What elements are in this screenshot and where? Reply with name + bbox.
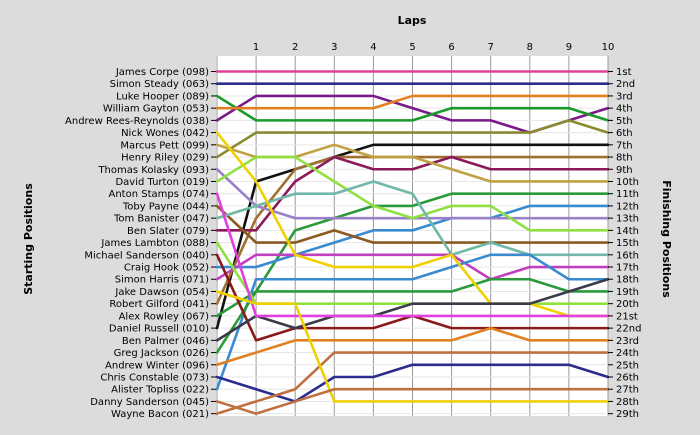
lap-tick-label: 6 bbox=[448, 42, 454, 53]
starting-position-label: David Turton (019) bbox=[115, 177, 209, 188]
finishing-position-label: 2nd bbox=[616, 79, 635, 90]
ticks: 1 2 3 4 5 6 7 8 9 10 James Corpe (098)Simon Steady… bbox=[65, 42, 641, 420]
starting-position-label: Daniel Russell (010) bbox=[109, 324, 209, 335]
finishing-position-label: 7th bbox=[616, 140, 633, 151]
finishing-position-label: 19th bbox=[616, 287, 639, 298]
starting-position-label: Henry Riley (029) bbox=[121, 153, 209, 164]
lap-tick-label: 3 bbox=[331, 42, 337, 53]
finishing-position-label: 15th bbox=[616, 238, 639, 249]
starting-position-label: Alister Topliss (022) bbox=[111, 385, 209, 396]
driver-line bbox=[215, 277, 610, 342]
driver-line bbox=[215, 204, 610, 244]
finishing-position-label: 13th bbox=[616, 214, 639, 225]
starting-position-label: Marcus Pett (099) bbox=[120, 140, 209, 151]
starting-position-label: Greg Jackson (026) bbox=[114, 348, 210, 359]
starting-position-label: Thomas Kolasky (093) bbox=[97, 165, 209, 176]
lap-tick-label: 4 bbox=[370, 42, 376, 53]
starting-position-label: Wayne Bacon (021) bbox=[111, 409, 209, 420]
driver-line bbox=[215, 180, 610, 257]
driver-line bbox=[215, 204, 610, 269]
starting-position-label: Andrew Rees-Reynolds (038) bbox=[65, 116, 209, 127]
right-axis-label: Finishing Positions bbox=[660, 180, 673, 298]
finishing-position-label: 22nd bbox=[616, 324, 641, 335]
starting-position-label: Luke Hooper (089) bbox=[116, 91, 209, 102]
driver-line bbox=[215, 290, 610, 403]
driver-line bbox=[215, 253, 610, 281]
driver-line bbox=[215, 277, 610, 354]
starting-position-label: Michael Sanderson (040) bbox=[84, 250, 209, 261]
finishing-position-label: 14th bbox=[616, 226, 639, 237]
series-layer bbox=[215, 70, 610, 415]
driver-line bbox=[215, 94, 610, 110]
starting-position-label: James Lambton (088) bbox=[100, 238, 209, 249]
starting-position-label: Ben Slater (079) bbox=[127, 226, 209, 237]
finishing-position-label: 29th bbox=[616, 409, 639, 420]
finishing-position-label: 8th bbox=[616, 153, 633, 164]
starting-position-label: William Gayton (053) bbox=[103, 104, 209, 115]
starting-position-label: Ben Palmer (046) bbox=[122, 336, 209, 347]
starting-position-label: Simon Steady (063) bbox=[110, 79, 209, 90]
finishing-position-label: 6th bbox=[616, 128, 633, 139]
finishing-position-label: 9th bbox=[616, 165, 633, 176]
driver-line bbox=[215, 119, 610, 159]
lap-tick-label: 7 bbox=[488, 42, 494, 53]
finishing-position-label: 17th bbox=[616, 263, 639, 274]
lap-tick-label: 2 bbox=[292, 42, 298, 53]
finishing-position-label: 25th bbox=[616, 360, 639, 371]
driver-line bbox=[215, 326, 610, 367]
finishing-position-label: 5th bbox=[616, 116, 633, 127]
driver-line bbox=[215, 351, 610, 415]
finishing-position-label: 24th bbox=[616, 348, 639, 359]
driver-line bbox=[215, 131, 610, 318]
finishing-position-label: 26th bbox=[616, 373, 639, 384]
lap-tick-label: 8 bbox=[527, 42, 533, 53]
starting-position-label: Craig Hook (052) bbox=[124, 263, 209, 274]
finishing-position-label: 1st bbox=[616, 67, 632, 78]
starting-position-label: Simon Harris (071) bbox=[115, 275, 209, 286]
finishing-position-label: 21st bbox=[616, 311, 638, 322]
starting-position-label: Tom Banister (047) bbox=[113, 214, 209, 225]
finishing-position-label: 3rd bbox=[616, 91, 633, 102]
left-axis-label: Starting Positions bbox=[22, 183, 35, 295]
driver-line bbox=[215, 192, 610, 318]
starting-position-label: Anton Stamps (074) bbox=[109, 189, 210, 200]
finishing-position-label: 27th bbox=[616, 385, 639, 396]
lap-tick-label: 1 bbox=[253, 42, 259, 53]
finishing-position-label: 10th bbox=[616, 177, 639, 188]
starting-position-label: Robert Gilford (041) bbox=[109, 299, 209, 310]
starting-position-label: Jake Dawson (054) bbox=[114, 287, 209, 298]
driver-line bbox=[215, 363, 610, 403]
starting-position-label: Danny Sanderson (045) bbox=[90, 397, 209, 408]
finishing-position-label: 20th bbox=[616, 299, 639, 310]
driver-line bbox=[215, 387, 610, 415]
starting-position-label: Nick Wones (042) bbox=[121, 128, 209, 139]
starting-position-label: Toby Payne (044) bbox=[122, 201, 209, 212]
driver-line bbox=[215, 155, 610, 232]
finishing-position-label: 4th bbox=[616, 104, 633, 115]
lap-tick-label: 10 bbox=[602, 42, 615, 53]
driver-line bbox=[215, 253, 610, 391]
finishing-position-label: 11th bbox=[616, 189, 639, 200]
chart-title: Laps bbox=[398, 14, 427, 27]
driver-line bbox=[215, 143, 610, 330]
finishing-position-label: 16th bbox=[616, 250, 639, 261]
starting-position-label: Chris Constable (073) bbox=[100, 373, 209, 384]
finishing-position-label: 12th bbox=[616, 201, 639, 212]
lap-tick-label: 5 bbox=[409, 42, 415, 53]
finishing-position-label: 28th bbox=[616, 397, 639, 408]
driver-line bbox=[215, 94, 610, 122]
lap-tick-label: 9 bbox=[566, 42, 572, 53]
starting-position-label: Andrew Winter (096) bbox=[105, 360, 209, 371]
starting-position-label: Alex Rowley (067) bbox=[119, 311, 210, 322]
finishing-position-label: 23rd bbox=[616, 336, 639, 347]
starting-position-label: James Corpe (098) bbox=[115, 67, 209, 78]
finishing-position-label: 18th bbox=[616, 275, 639, 286]
driver-line bbox=[215, 192, 610, 318]
